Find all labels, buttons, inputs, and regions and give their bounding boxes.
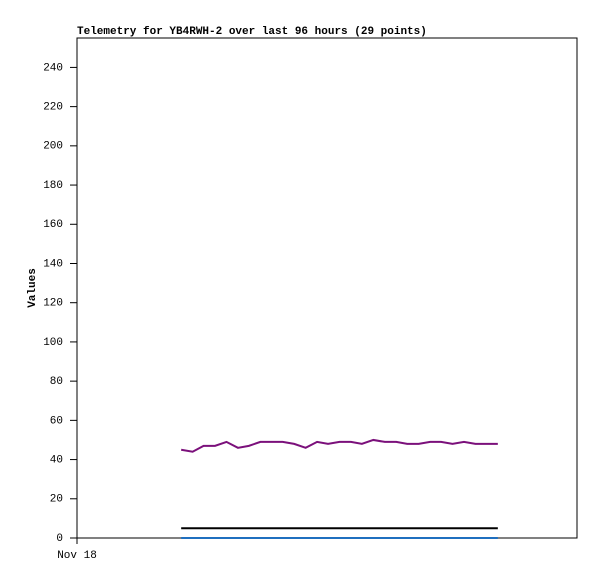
y-tick-label: 60 bbox=[50, 415, 63, 427]
y-tick-label: 220 bbox=[43, 102, 63, 114]
y-tick-label: 20 bbox=[50, 494, 63, 506]
y-tick-label: 100 bbox=[43, 337, 63, 349]
x-tick-label: Nov 18 bbox=[57, 550, 97, 562]
y-tick-label: 0 bbox=[56, 533, 63, 545]
y-tick-label: 180 bbox=[43, 180, 63, 192]
y-tick-label: 200 bbox=[43, 141, 63, 153]
y-tick-label: 240 bbox=[43, 62, 63, 74]
y-tick-label: 80 bbox=[50, 376, 63, 388]
plot-frame bbox=[76, 37, 578, 539]
y-tick-label: 120 bbox=[43, 298, 63, 310]
y-tick-label: 140 bbox=[43, 258, 63, 270]
chart-title: Telemetry for YB4RWH-2 over last 96 hour… bbox=[77, 26, 427, 38]
series-line bbox=[180, 438, 498, 453]
y-axis-label: Values bbox=[27, 268, 39, 308]
y-tick-label: 160 bbox=[43, 219, 63, 231]
y-tick-label: 40 bbox=[50, 454, 63, 466]
